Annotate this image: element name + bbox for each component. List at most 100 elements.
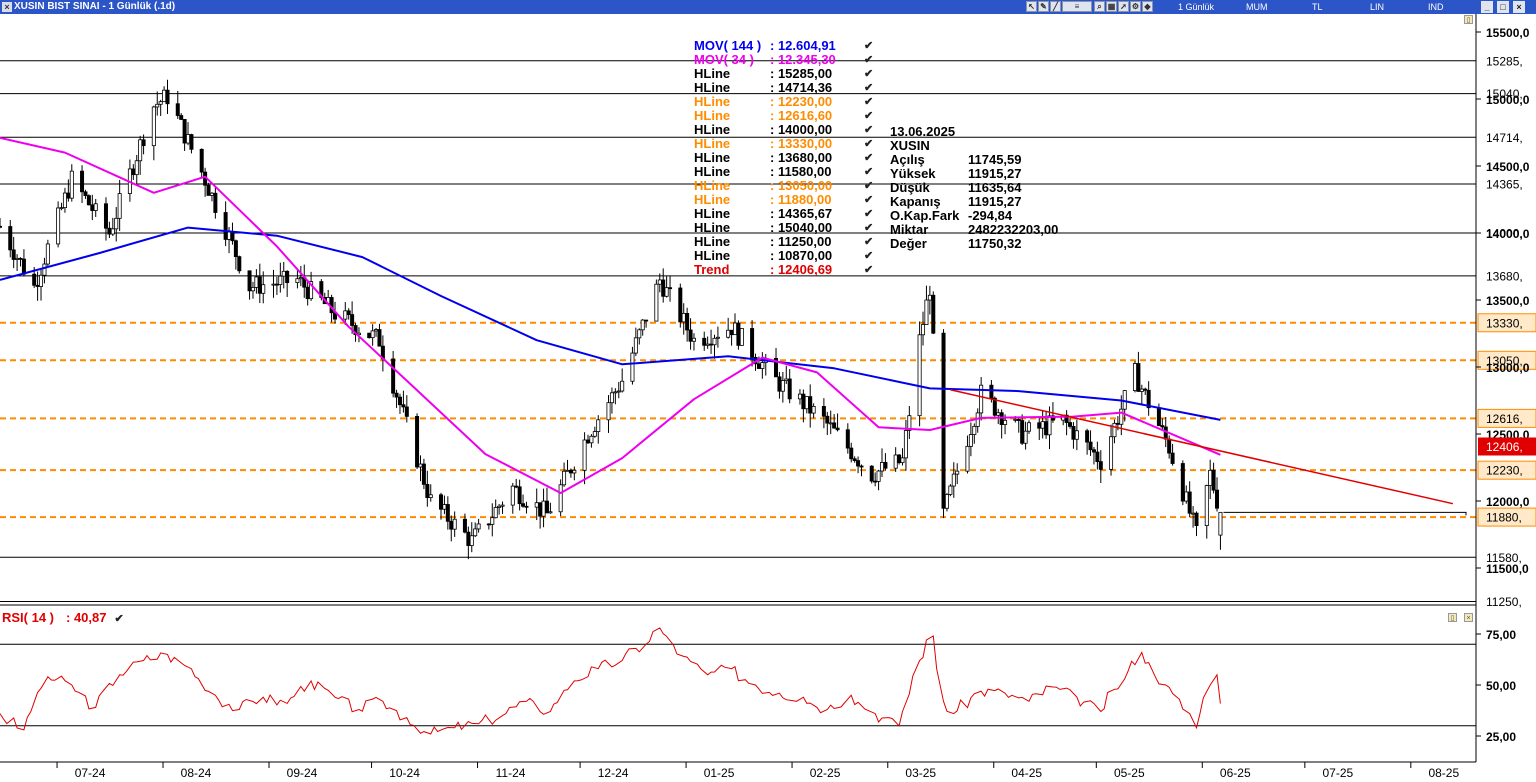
candle[interactable]	[880, 448, 885, 477]
arrow-icon[interactable]: ➚	[1118, 1, 1129, 12]
candle[interactable]	[247, 270, 252, 300]
candle[interactable]	[8, 219, 13, 258]
candle[interactable]	[828, 410, 833, 435]
candle[interactable]	[117, 179, 122, 232]
candle[interactable]	[1215, 477, 1220, 512]
candle[interactable]	[493, 499, 498, 519]
zoom-icon[interactable]: ⌕	[1094, 1, 1105, 12]
candle[interactable]	[924, 285, 929, 325]
candle[interactable]	[1170, 443, 1175, 466]
candle[interactable]	[589, 434, 594, 448]
candle[interactable]	[1023, 421, 1028, 450]
candle[interactable]	[739, 328, 744, 346]
candle[interactable]	[107, 221, 112, 238]
candle[interactable]	[996, 408, 1001, 424]
legend-check-icon[interactable]: ✔	[864, 264, 874, 276]
candle[interactable]	[374, 328, 379, 337]
line-icon[interactable]: ╱	[1050, 1, 1061, 12]
candle[interactable]	[295, 269, 300, 289]
candle[interactable]	[965, 435, 970, 474]
candle[interactable]	[158, 99, 163, 116]
candle[interactable]	[350, 301, 355, 334]
candle[interactable]	[763, 353, 768, 376]
candle[interactable]	[1044, 410, 1049, 439]
legend-check-icon[interactable]: ✔	[864, 68, 874, 80]
candle[interactable]	[1184, 485, 1189, 504]
candle[interactable]	[233, 239, 238, 270]
candle[interactable]	[343, 302, 348, 325]
candle[interactable]	[709, 329, 714, 354]
candle[interactable]	[418, 455, 423, 482]
candle[interactable]	[705, 336, 710, 349]
candle[interactable]	[685, 307, 690, 342]
candle[interactable]	[1211, 462, 1216, 494]
candle[interactable]	[968, 422, 973, 457]
candle[interactable]	[804, 396, 809, 414]
candle[interactable]	[876, 469, 881, 491]
candle[interactable]	[59, 202, 64, 211]
candle[interactable]	[141, 134, 146, 155]
color-icon[interactable]: ◆	[1142, 1, 1153, 12]
candle[interactable]	[859, 464, 864, 477]
legend-check-icon[interactable]: ✔	[864, 208, 874, 220]
candle[interactable]	[825, 411, 830, 436]
candle[interactable]	[948, 484, 953, 497]
candle[interactable]	[921, 311, 926, 346]
candle[interactable]	[514, 478, 519, 489]
candle[interactable]	[538, 502, 543, 529]
scale-menu[interactable]: LIN	[1370, 2, 1385, 12]
candle[interactable]	[309, 271, 314, 301]
candle[interactable]	[927, 285, 932, 315]
candle[interactable]	[780, 372, 785, 403]
candle[interactable]	[11, 236, 16, 269]
legend-check-icon[interactable]: ✔	[864, 236, 874, 248]
candle[interactable]	[486, 523, 491, 530]
candle[interactable]	[189, 133, 194, 154]
candle[interactable]	[941, 329, 946, 519]
candle[interactable]	[469, 522, 474, 553]
moving-average-line[interactable]	[0, 226, 1221, 421]
candle[interactable]	[572, 466, 577, 481]
candle[interactable]	[917, 321, 922, 427]
rsi-line[interactable]	[0, 627, 1221, 735]
candle[interactable]	[835, 413, 840, 432]
candle[interactable]	[688, 318, 693, 350]
candle[interactable]	[640, 319, 645, 336]
candle[interactable]	[544, 487, 549, 514]
candle[interactable]	[230, 222, 235, 245]
legend-check-icon[interactable]: ✔	[864, 250, 874, 262]
candle[interactable]	[944, 493, 949, 512]
candle[interactable]	[893, 447, 898, 472]
candle[interactable]	[1139, 384, 1144, 406]
candle[interactable]	[979, 377, 984, 421]
candle[interactable]	[726, 317, 731, 339]
legend-check-icon[interactable]: ✔	[864, 124, 874, 136]
legend-check-icon[interactable]: ✔	[864, 166, 874, 178]
legend-check-icon[interactable]: ✔	[864, 194, 874, 206]
candle[interactable]	[203, 167, 208, 197]
candle[interactable]	[787, 369, 792, 404]
candle[interactable]	[213, 186, 218, 219]
candle[interactable]	[466, 526, 471, 560]
legend-check-icon[interactable]: ✔	[864, 138, 874, 150]
moving-average-line[interactable]	[0, 136, 1221, 494]
candle[interactable]	[490, 503, 495, 537]
candle[interactable]	[1040, 409, 1045, 439]
price-chart[interactable]: 15285, 15040, 14714, 14365, 14000, 13680, 1333…	[0, 14, 1536, 782]
indicator-menu[interactable]: IND	[1428, 2, 1444, 12]
candle[interactable]	[257, 263, 262, 304]
candle[interactable]	[1194, 511, 1199, 537]
candle[interactable]	[548, 502, 553, 514]
candle[interactable]	[394, 389, 399, 408]
candle[interactable]	[1088, 430, 1093, 456]
candle[interactable]	[955, 463, 960, 485]
candle[interactable]	[664, 276, 669, 298]
candle[interactable]	[1122, 390, 1127, 422]
candle[interactable]	[972, 423, 977, 444]
candle[interactable]	[42, 257, 47, 284]
text-icon[interactable]: ≡	[1062, 1, 1092, 12]
candle[interactable]	[134, 154, 139, 185]
candle[interactable]	[271, 269, 276, 298]
legend-check-icon[interactable]: ✔	[864, 180, 874, 192]
legend-check-icon[interactable]: ✔	[864, 152, 874, 164]
